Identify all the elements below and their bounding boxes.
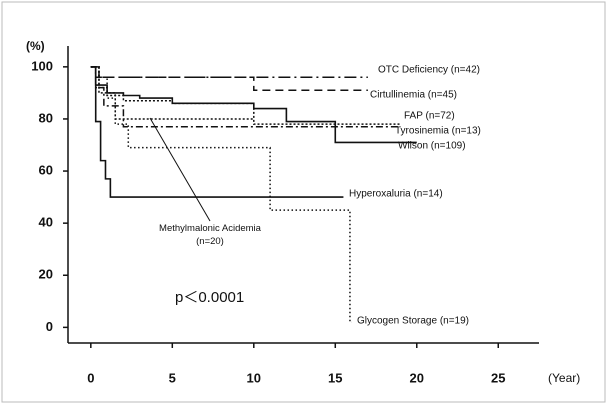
x-axis-label: (Year) (548, 371, 580, 385)
x-tick-label: 5 (169, 370, 176, 385)
x-tick-label: 15 (328, 370, 342, 385)
annotation: p＜0.0001 (175, 289, 244, 306)
series-label: Hyperoxaluria (n=14) (349, 189, 443, 200)
survival-curve (90, 66, 352, 323)
survival-curve (90, 66, 401, 128)
x-tick-label: 0 (87, 370, 94, 385)
y-tick-label: 80 (39, 110, 53, 125)
x-tick-label: 20 (410, 370, 424, 385)
y-tick-label: 40 (39, 215, 53, 230)
survival-curve (90, 66, 344, 198)
series-label: Glycogen Storage (n=19) (357, 316, 469, 327)
series-label: Wilson (n=109) (398, 141, 466, 152)
y-tick-label: 100 (31, 58, 53, 73)
x-tick-label: 25 (491, 370, 505, 385)
y-tick-label: 20 (39, 267, 53, 282)
x-tick-label: 10 (247, 370, 261, 385)
y-tick-label: 60 (39, 162, 53, 177)
y-tick-label: 0 (46, 319, 53, 334)
series-label: Tyrosinemia (n=13) (395, 126, 481, 137)
series-label: Cirtullinemia (n=45) (370, 90, 457, 101)
pointer-line (149, 117, 211, 222)
survival-curve (90, 66, 417, 144)
series-label: Methylmalonic Acidemia (n=20) (159, 223, 261, 247)
y-axis-label: (%) (26, 39, 45, 53)
series-label: OTC Deficiency (n=42) (378, 65, 480, 76)
series-label: FAP (n=72) (404, 111, 455, 122)
survival-curve (90, 66, 368, 79)
survival-curve (90, 66, 368, 92)
